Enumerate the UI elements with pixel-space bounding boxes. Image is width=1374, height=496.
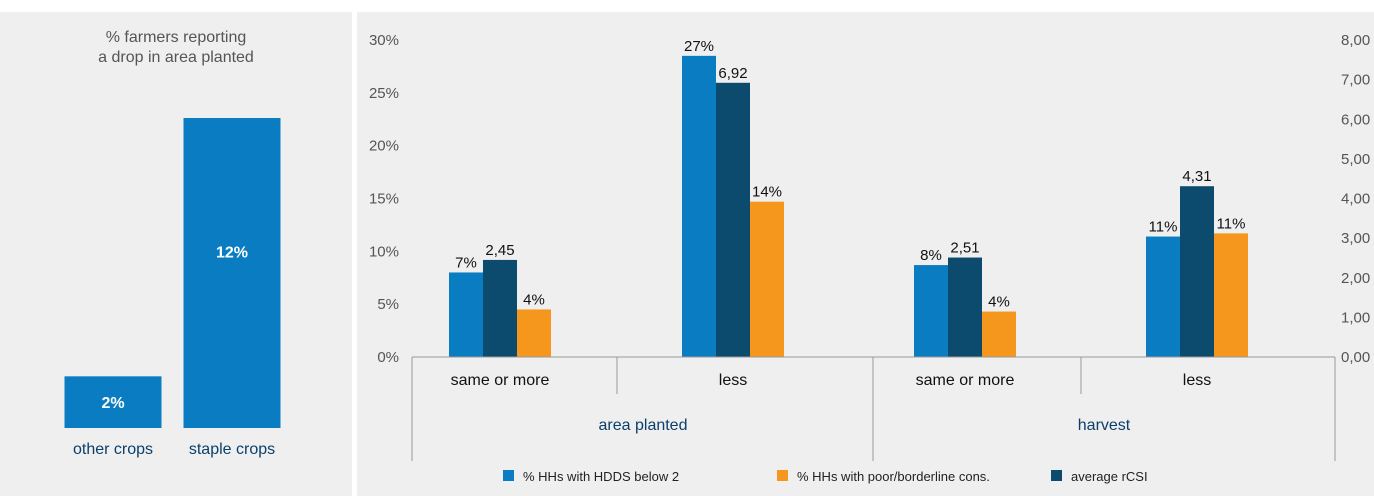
data-label: 4% [523,291,545,308]
bar [1214,233,1248,357]
data-label: 4% [988,294,1010,311]
bar [1146,236,1180,357]
category-label: same or more [916,372,1015,389]
legend-label: average rCSI [1071,469,1148,484]
bar [948,257,982,357]
y-right-tick-label: 8,00 [1341,32,1370,49]
y-left-tick-label: 0% [377,349,399,366]
y-right-tick-label: 6,00 [1341,111,1370,128]
data-label: 14% [752,184,782,201]
y-right-tick-label: 4,00 [1341,191,1370,208]
bar [682,55,716,357]
y-right-tick-label: 3,00 [1341,230,1370,247]
data-label: 2,45 [485,242,514,259]
category-label: less [719,372,747,389]
y-right-tick-label: 1,00 [1341,309,1370,326]
legend-swatch [777,470,788,481]
data-label: 4,31 [1182,168,1211,185]
data-label: 8% [920,247,942,264]
category-label: staple crops [189,441,275,458]
bar [750,201,784,357]
y-right-tick-label: 7,00 [1341,72,1370,89]
y-left-tick-label: 30% [369,32,399,49]
bar [183,118,281,428]
y-left-tick-label: 25% [369,85,399,102]
legend-label: % HHs with HDDS below 2 [523,469,679,484]
group-label: harvest [1078,417,1131,434]
chart-title-line: a drop in area planted [98,49,254,66]
legend-swatch [503,470,514,481]
data-label: 2% [101,395,124,412]
y-left-tick-label: 5% [377,296,399,313]
y-right-tick-label: 2,00 [1341,270,1370,287]
left-chart: % farmers reporting a drop in area plante… [64,29,281,458]
group-label: area planted [599,417,688,434]
right-chart: 0% 5% 10% 15% 20% 25% 30% 0,00 1,00 2,00 3,00 4,00 5… [369,32,1370,484]
data-label: 11% [1217,215,1246,232]
y-right-tick-label: 0,00 [1341,349,1370,366]
data-label: 11% [1149,219,1178,236]
bar [982,311,1016,357]
bar [64,376,162,428]
data-label: 27% [684,38,714,55]
data-label: 12% [216,245,248,262]
y-right-tick-label: 5,00 [1341,151,1370,168]
legend-swatch [1051,470,1062,481]
left-chart-panel: % farmers reporting a drop in area plante… [0,12,352,496]
bar [1180,186,1214,357]
bar [517,309,551,357]
data-label: 6,92 [718,65,747,82]
bar [483,259,517,357]
category-label: less [1183,372,1211,389]
bar [914,265,948,357]
category-label: same or more [451,372,550,389]
legend-label: % HHs with poor/borderline cons. [797,469,990,484]
category-label: other crops [73,441,153,458]
y-left-tick-label: 20% [369,138,399,155]
data-label: 2,51 [950,240,979,257]
bar [449,272,483,357]
data-label: 7% [455,254,477,271]
y-left-tick-label: 10% [369,243,399,260]
chart-title-line: % farmers reporting [106,29,247,46]
y-left-tick-label: 15% [369,191,399,208]
bar [716,82,750,358]
right-chart-panel: 0% 5% 10% 15% 20% 25% 30% 0,00 1,00 2,00 3,00 4,00 5… [357,12,1374,496]
